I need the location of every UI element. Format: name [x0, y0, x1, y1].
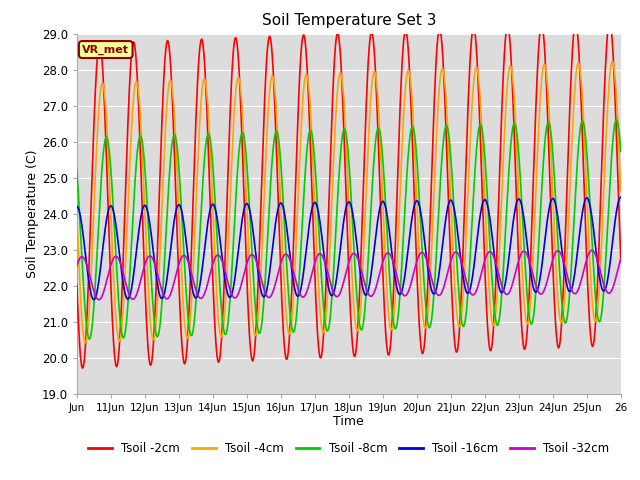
Text: VR_met: VR_met: [82, 44, 129, 55]
Title: Soil Temperature Set 3: Soil Temperature Set 3: [262, 13, 436, 28]
Y-axis label: Soil Temperature (C): Soil Temperature (C): [26, 149, 39, 278]
X-axis label: Time: Time: [333, 415, 364, 429]
Legend: Tsoil -2cm, Tsoil -4cm, Tsoil -8cm, Tsoil -16cm, Tsoil -32cm: Tsoil -2cm, Tsoil -4cm, Tsoil -8cm, Tsoi…: [84, 437, 614, 460]
